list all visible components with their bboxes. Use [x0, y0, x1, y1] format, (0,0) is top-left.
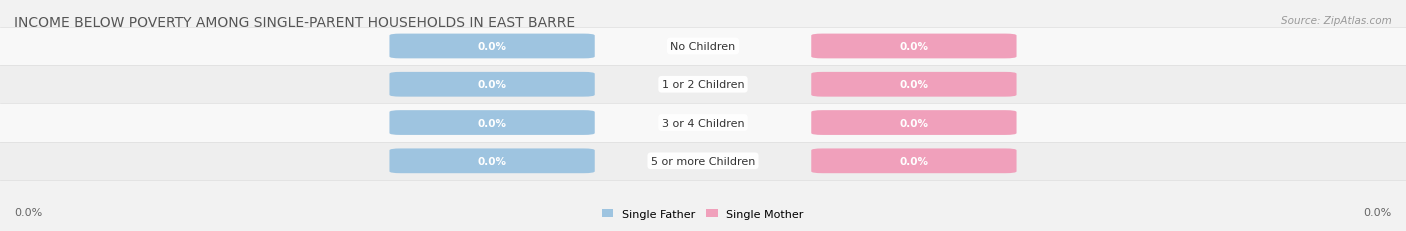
Text: No Children: No Children: [671, 42, 735, 52]
Text: 0.0%: 0.0%: [478, 118, 506, 128]
Text: 5 or more Children: 5 or more Children: [651, 156, 755, 166]
Text: 0.0%: 0.0%: [900, 42, 928, 52]
Bar: [0, 142, 1406, 180]
Text: 0.0%: 0.0%: [900, 156, 928, 166]
FancyBboxPatch shape: [389, 111, 595, 135]
Text: 0.0%: 0.0%: [900, 118, 928, 128]
Bar: [0, 28, 1406, 66]
Text: INCOME BELOW POVERTY AMONG SINGLE-PARENT HOUSEHOLDS IN EAST BARRE: INCOME BELOW POVERTY AMONG SINGLE-PARENT…: [14, 16, 575, 30]
Bar: [0, 66, 1406, 104]
Text: 0.0%: 0.0%: [1364, 207, 1392, 218]
Text: 0.0%: 0.0%: [478, 156, 506, 166]
Text: 0.0%: 0.0%: [14, 207, 42, 218]
Text: Source: ZipAtlas.com: Source: ZipAtlas.com: [1281, 16, 1392, 26]
Text: 0.0%: 0.0%: [478, 80, 506, 90]
FancyBboxPatch shape: [389, 73, 595, 97]
Text: 3 or 4 Children: 3 or 4 Children: [662, 118, 744, 128]
FancyBboxPatch shape: [389, 34, 595, 59]
FancyBboxPatch shape: [811, 111, 1017, 135]
Text: 0.0%: 0.0%: [478, 42, 506, 52]
Legend: Single Father, Single Mother: Single Father, Single Mother: [598, 204, 808, 223]
FancyBboxPatch shape: [811, 73, 1017, 97]
FancyBboxPatch shape: [811, 34, 1017, 59]
Bar: [0, 104, 1406, 142]
Text: 1 or 2 Children: 1 or 2 Children: [662, 80, 744, 90]
FancyBboxPatch shape: [811, 149, 1017, 173]
FancyBboxPatch shape: [389, 149, 595, 173]
Text: 0.0%: 0.0%: [900, 80, 928, 90]
